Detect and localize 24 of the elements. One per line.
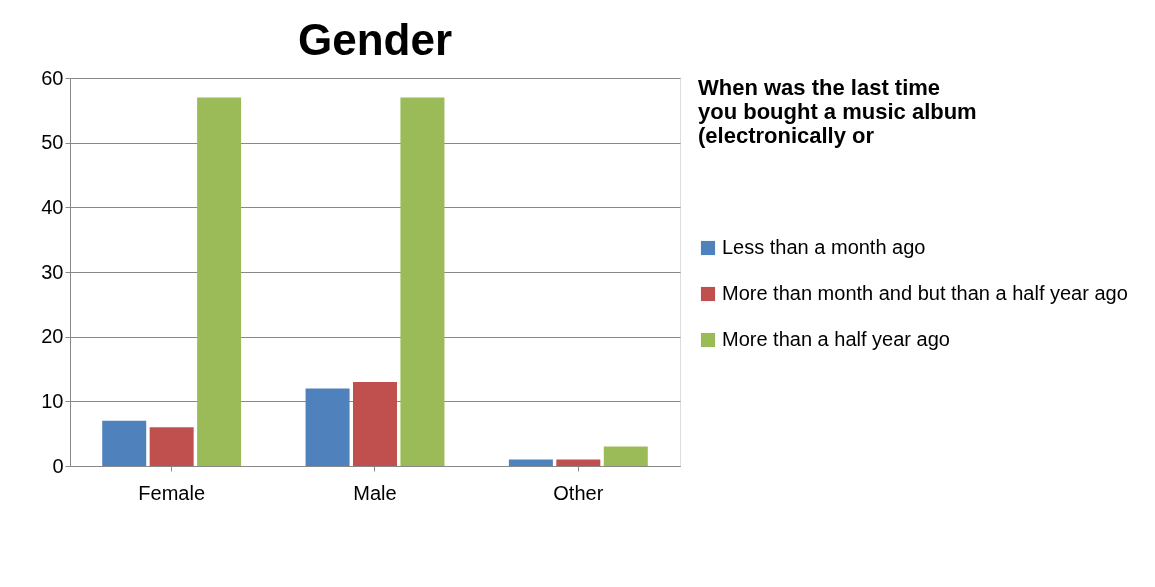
bar xyxy=(353,381,397,466)
legend-label: More than month and but than a half year ago xyxy=(722,282,1128,304)
bar xyxy=(603,446,648,466)
legend-label: Less than a month ago xyxy=(722,236,926,258)
y-tick-label: 60 xyxy=(41,66,64,89)
x-tick-label: Female xyxy=(138,481,206,504)
bar xyxy=(556,459,601,466)
y-tick-label: 40 xyxy=(41,195,64,218)
y-tick-label: 50 xyxy=(41,131,64,154)
y-tick-label: 0 xyxy=(52,454,64,477)
y-tick-label: 20 xyxy=(41,325,64,348)
x-tick-label: Male xyxy=(353,481,397,504)
y-tick-label: 30 xyxy=(41,260,64,283)
legend-label: More than a half year ago xyxy=(722,328,950,350)
bar xyxy=(197,97,242,466)
bar xyxy=(149,427,194,466)
x-tick-label: Other xyxy=(553,481,604,504)
bar xyxy=(305,388,350,466)
bar xyxy=(400,97,445,466)
bar xyxy=(102,420,147,466)
legend-title: When was the last time you bought a music album (electronically or xyxy=(698,75,977,148)
bar xyxy=(508,459,553,466)
chart-title: Gender xyxy=(297,15,453,64)
y-tick-label: 10 xyxy=(41,389,64,412)
